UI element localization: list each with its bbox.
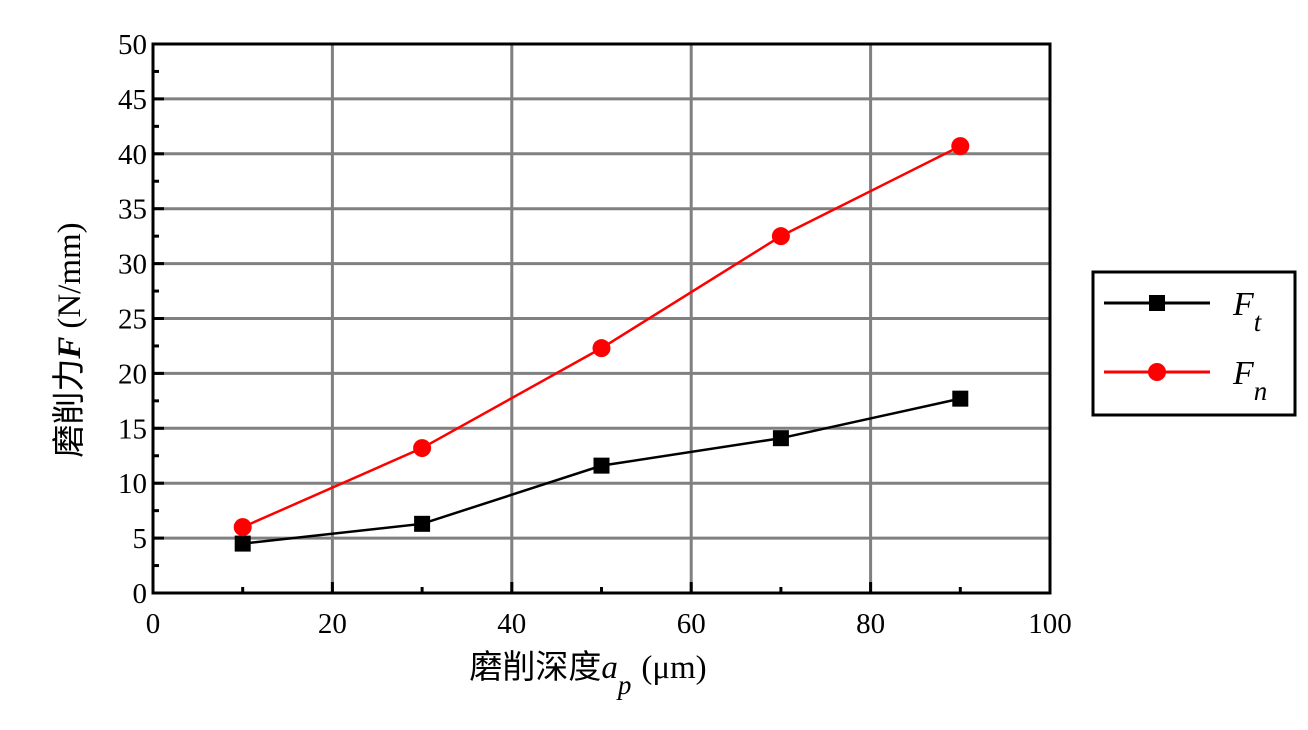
legend-marker xyxy=(1149,295,1165,311)
x-tick-label: 100 xyxy=(1028,608,1072,640)
y-tick-label: 45 xyxy=(118,84,147,116)
legend-label: Ft xyxy=(1232,286,1263,337)
y-axis-title-unit: (N/mm) xyxy=(52,222,88,328)
x-tick-label: 40 xyxy=(497,608,526,640)
data-point xyxy=(234,535,251,552)
legend-item-F-t: Ft xyxy=(1104,286,1263,337)
y-tick-label: 0 xyxy=(133,578,148,610)
y-axis-title-var: F xyxy=(52,337,88,360)
data-point xyxy=(233,518,252,537)
x-axis-title-main: 磨削深度 xyxy=(469,649,601,686)
x-tick-label: 60 xyxy=(677,608,706,640)
series-F-t xyxy=(234,390,969,552)
y-tick-label: 15 xyxy=(118,413,147,445)
axes xyxy=(151,42,1052,595)
legend: Ft Fn xyxy=(1091,270,1297,417)
series-F-n xyxy=(233,137,970,537)
x-tick-label: 20 xyxy=(318,608,347,640)
y-tick-label: 5 xyxy=(133,523,148,555)
x-axis-title-sub: p xyxy=(616,670,632,700)
data-point xyxy=(414,515,431,532)
y-tick-label: 30 xyxy=(118,249,147,281)
legend-label: Fn xyxy=(1232,355,1267,406)
grid-lines xyxy=(153,44,1050,593)
legend-marker xyxy=(1148,363,1166,381)
x-tick-label: 80 xyxy=(856,608,885,640)
data-point xyxy=(772,430,789,447)
data-point xyxy=(952,390,969,407)
data-point xyxy=(771,227,790,246)
legend-item-F-n: Fn xyxy=(1104,355,1267,406)
tick-labels: 0 5 10 15 20 25 30 35 40 45 50 0 20 40 60 80 100 xyxy=(118,29,1072,640)
y-tick-label: 35 xyxy=(118,194,147,226)
data-point xyxy=(413,439,432,458)
y-axis-title-main: 磨削力 xyxy=(51,359,88,458)
y-tick-label: 20 xyxy=(118,358,147,390)
x-axis-title: 磨削深度ap (μm) xyxy=(469,649,706,700)
x-axis-title-unit: (μm) xyxy=(641,650,706,686)
legend-items: Ft Fn xyxy=(1104,286,1267,406)
y-tick-label: 50 xyxy=(118,29,147,61)
data-point xyxy=(592,339,611,358)
y-tick-label: 10 xyxy=(118,468,147,500)
data-point xyxy=(951,137,970,156)
y-tick-label: 25 xyxy=(118,304,147,336)
x-axis-title-var: a xyxy=(601,650,618,686)
legend-box xyxy=(1091,270,1297,417)
data-point xyxy=(593,457,610,474)
y-axis-title: 磨削力F (N/mm) xyxy=(51,222,88,457)
y-tick-label: 40 xyxy=(118,139,147,171)
series-layer xyxy=(233,137,970,552)
x-tick-label: 0 xyxy=(146,608,161,640)
